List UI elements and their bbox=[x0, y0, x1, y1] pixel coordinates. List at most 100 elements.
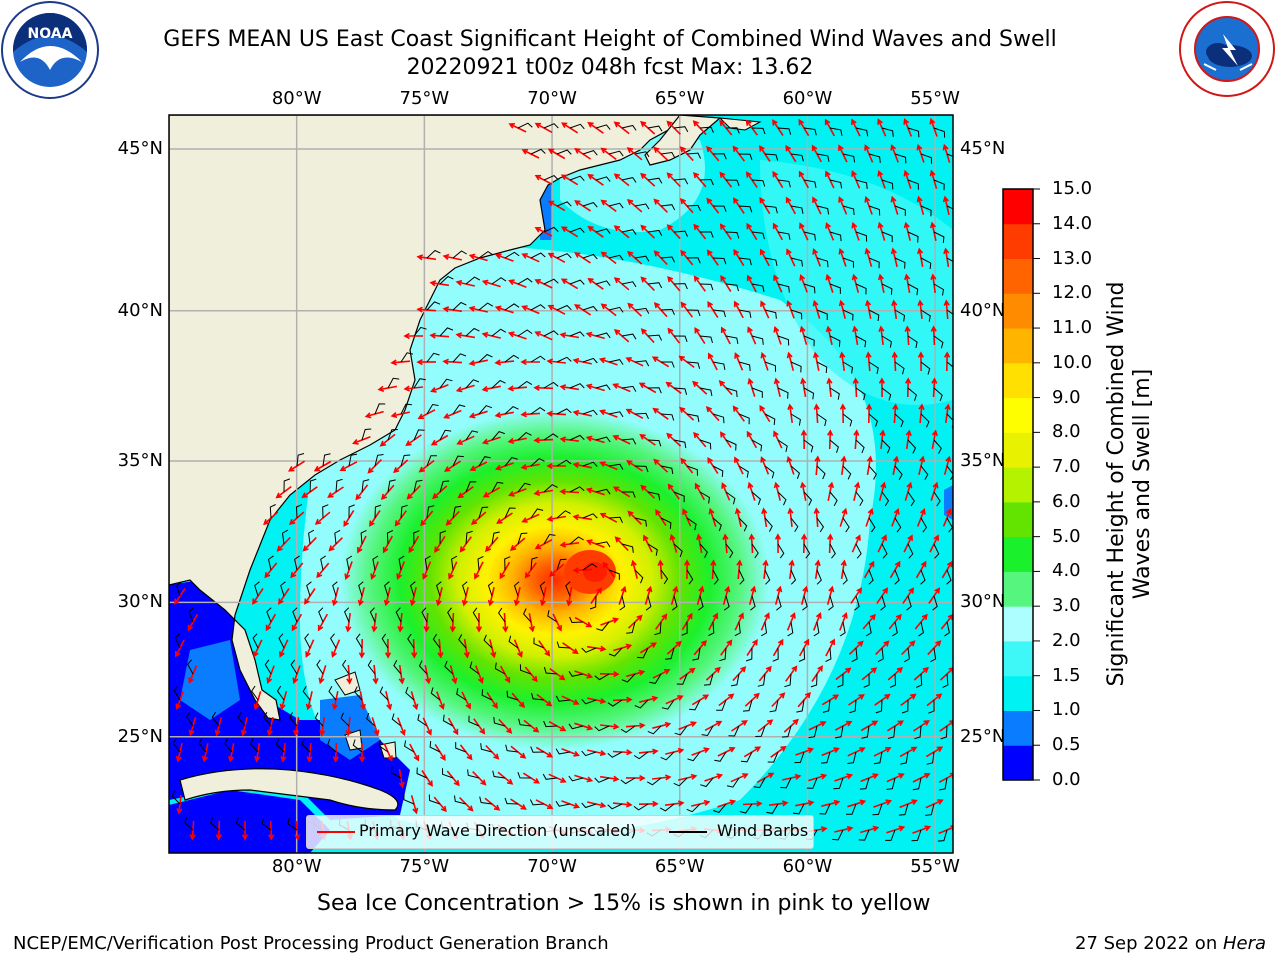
wind-barb bbox=[939, 777, 948, 791]
wind-barb bbox=[491, 277, 507, 285]
wind-barb bbox=[543, 381, 559, 389]
wind-barb bbox=[887, 725, 896, 739]
lat-tick-left: 25°N bbox=[117, 725, 163, 747]
lat-tick-left: 45°N bbox=[117, 137, 163, 159]
wind-barb bbox=[467, 769, 480, 779]
wind-barb bbox=[660, 413, 675, 421]
wind-barb bbox=[519, 664, 532, 675]
wind-barb bbox=[660, 569, 669, 585]
wind-barb bbox=[283, 478, 291, 493]
wave-direction-arrow bbox=[903, 118, 913, 137]
wind-barb bbox=[907, 543, 914, 559]
footer-machine: Hera bbox=[1222, 933, 1266, 954]
wind-barb bbox=[620, 725, 636, 734]
wind-barb bbox=[912, 777, 922, 791]
wind-barb bbox=[946, 361, 953, 368]
wind-barb bbox=[400, 454, 411, 467]
colorbar-segment bbox=[1003, 293, 1033, 329]
wind-barb bbox=[529, 799, 545, 806]
wind-barb bbox=[725, 543, 734, 559]
wind-barb bbox=[452, 301, 467, 311]
wind-barb bbox=[413, 429, 425, 441]
wind-barb bbox=[626, 621, 636, 634]
wind-barb bbox=[777, 127, 792, 135]
wind-barb bbox=[210, 817, 220, 831]
wind-barb bbox=[452, 505, 462, 519]
wind-barb bbox=[829, 543, 836, 559]
wind-barb bbox=[607, 803, 623, 810]
wind-barb bbox=[780, 777, 792, 789]
wind-barb bbox=[661, 699, 675, 710]
wind-barb bbox=[569, 434, 585, 441]
colorbar-segment bbox=[1003, 501, 1033, 538]
wind-barb bbox=[619, 595, 626, 611]
wind-barb bbox=[478, 405, 493, 415]
wind-barb bbox=[796, 699, 805, 713]
wind-barb bbox=[387, 479, 396, 493]
wind-barb bbox=[868, 257, 880, 269]
wind-barb bbox=[184, 816, 194, 831]
wind-barb bbox=[517, 122, 533, 129]
wind-barb bbox=[803, 335, 815, 347]
wind-barb bbox=[374, 403, 386, 415]
wind-barb bbox=[894, 465, 903, 480]
wind-barb bbox=[400, 504, 408, 519]
wind-barb bbox=[858, 829, 870, 841]
wind-barb bbox=[712, 465, 724, 477]
wind-barb bbox=[855, 491, 864, 507]
wind-barb bbox=[582, 461, 598, 467]
wind-barb bbox=[673, 777, 688, 787]
wind-barb bbox=[543, 175, 559, 181]
colorbar-tick-label: 11.0 bbox=[1052, 317, 1093, 339]
wind-barb bbox=[777, 387, 789, 399]
wind-barb bbox=[483, 634, 493, 649]
wind-barb bbox=[344, 607, 350, 623]
colorbar-segment bbox=[1003, 362, 1033, 399]
wind-barb bbox=[543, 667, 558, 675]
wind-barb bbox=[925, 803, 935, 816]
wind-barb bbox=[355, 633, 363, 649]
wind-barb bbox=[942, 673, 949, 689]
wind-barb bbox=[692, 647, 701, 661]
wind-barb bbox=[621, 333, 637, 340]
wind-barb bbox=[439, 530, 447, 545]
wind-barb bbox=[842, 361, 854, 374]
wind-barb bbox=[933, 127, 946, 138]
wind-barb bbox=[920, 569, 926, 585]
wind-barb bbox=[539, 581, 546, 597]
wind-barb bbox=[280, 581, 286, 597]
wind-barb bbox=[304, 633, 311, 649]
wind-barb bbox=[660, 151, 676, 158]
wind-barb bbox=[594, 725, 610, 732]
wind-barb bbox=[493, 716, 506, 727]
wind-barb bbox=[267, 555, 274, 571]
wind-barb bbox=[907, 127, 920, 138]
colorbar-tick-label: 7.0 bbox=[1052, 456, 1081, 478]
sea-ice-note: Sea Ice Concentration > 15% is shown in … bbox=[317, 891, 931, 916]
wind-barb bbox=[472, 607, 480, 623]
colorbar-segment bbox=[1003, 328, 1033, 364]
wind-barb bbox=[725, 127, 740, 134]
wind-barb bbox=[907, 179, 919, 190]
wind-barb bbox=[681, 621, 688, 636]
wind-barb bbox=[751, 387, 763, 398]
wind-barb bbox=[933, 283, 945, 296]
wind-barb bbox=[374, 504, 382, 519]
wind-barb bbox=[556, 510, 571, 519]
wind-barb bbox=[478, 456, 491, 467]
colorbar-segment bbox=[1003, 710, 1033, 746]
wind-barb bbox=[332, 581, 338, 597]
wind-barb bbox=[410, 581, 416, 597]
wind-barb bbox=[820, 751, 831, 764]
wind-barb bbox=[944, 621, 950, 637]
wind-barb bbox=[855, 283, 867, 295]
wind-barb bbox=[712, 205, 727, 212]
colorbar-segment bbox=[1003, 745, 1033, 781]
wind-barb bbox=[366, 712, 376, 727]
wind-barb bbox=[289, 712, 298, 727]
wind-barb bbox=[660, 308, 675, 316]
map-area bbox=[169, 115, 953, 853]
wind-barb bbox=[517, 380, 533, 389]
wind-barb bbox=[595, 436, 611, 443]
wind-barb bbox=[491, 481, 504, 493]
